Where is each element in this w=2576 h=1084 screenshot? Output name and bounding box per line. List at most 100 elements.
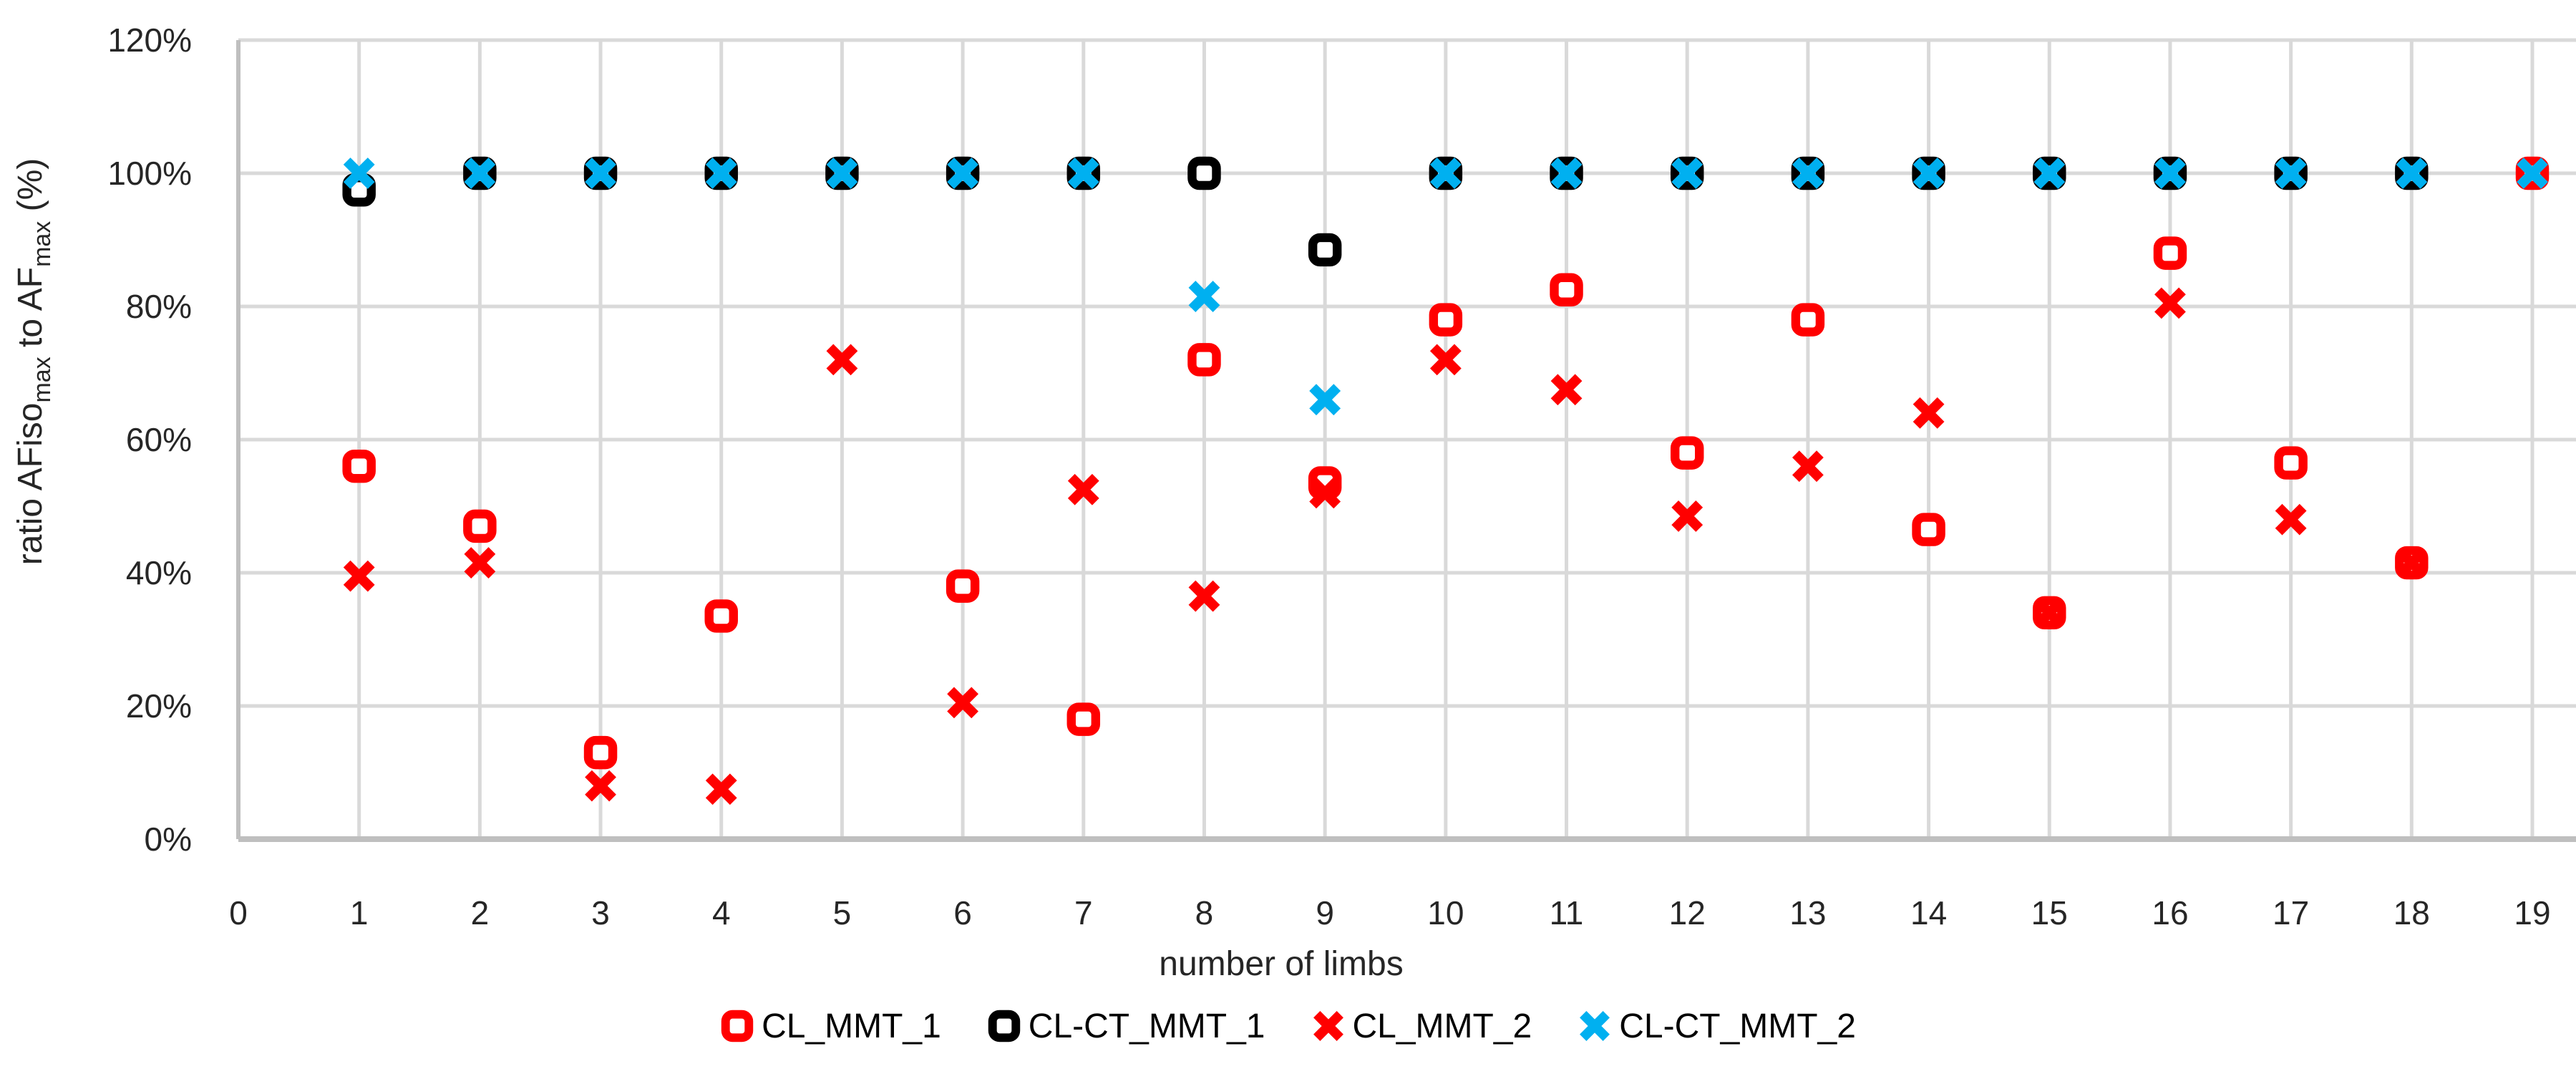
x-axis-tick-label: 2: [471, 894, 490, 931]
x-axis-tick-label: 19: [2514, 894, 2550, 931]
y-axis-tick-label: 0%: [145, 821, 192, 858]
data-point-marker: [2274, 446, 2308, 480]
legend-square-icon: [721, 1010, 754, 1042]
data-point-marker: [343, 158, 375, 189]
data-point-marker: [1429, 303, 1463, 337]
x-axis-tick-label: 11: [1550, 894, 1584, 931]
legend-label: CL-CT_MMT_2: [1619, 1007, 1856, 1045]
legend-x-icon: [1313, 1011, 1343, 1041]
chart-legend: CL_MMT_1 CL-CT_MMT_1 CL_MMT_2 CL-CT_MMT_2: [0, 994, 2576, 1058]
data-point-marker: [1309, 477, 1341, 509]
y-axis-tick-label: 80%: [126, 288, 192, 325]
data-point-marker: [1187, 343, 1221, 377]
legend-item-CL_MMT_2: CL_MMT_2: [1311, 1007, 1532, 1046]
data-point-marker: [1550, 158, 1583, 189]
data-point-marker: [1308, 233, 1342, 267]
data-point-marker: [1792, 450, 1824, 483]
data-point-marker: [826, 158, 858, 189]
x-axis-tick-label: 1: [350, 894, 369, 931]
data-point-marker: [2517, 158, 2548, 189]
data-point-marker: [1791, 303, 1825, 337]
data-point-marker: [1429, 158, 1462, 189]
data-point-marker: [583, 735, 618, 770]
x-axis-tick-label: 7: [1074, 894, 1093, 931]
x-axis-tick-label: 14: [1910, 894, 1947, 931]
data-point-marker: [2033, 158, 2066, 189]
y-axis-tick-label: 100%: [107, 155, 192, 192]
x-axis-tick-label: 13: [1789, 894, 1826, 931]
x-axis-tick-label: 18: [2393, 894, 2430, 931]
legend-item-CL-CT_MMT_2: CL-CT_MMT_2: [1578, 1007, 1856, 1046]
data-point-marker: [1066, 702, 1101, 736]
x-axis-tick-label: 12: [1669, 894, 1706, 931]
data-point-marker: [464, 158, 496, 189]
data-point-marker: [1313, 1011, 1343, 1041]
data-point-marker: [1792, 158, 1824, 189]
data-point-marker: [1550, 273, 1583, 306]
x-axis-tick-label: 0: [229, 894, 248, 931]
data-point-marker: [1188, 580, 1220, 612]
data-point-marker: [585, 770, 616, 802]
data-point-marker: [585, 158, 616, 189]
data-point-marker: [1671, 500, 1703, 532]
data-point-marker: [463, 509, 497, 543]
data-point-marker: [2154, 287, 2186, 319]
x-axis-tick-label: 6: [953, 894, 972, 931]
data-point-marker: [1912, 397, 1945, 429]
data-point-marker: [721, 1010, 754, 1042]
x-axis-tick-label: 17: [2273, 894, 2309, 931]
legend-label: CL_MMT_2: [1352, 1007, 1532, 1045]
y-axis-tick-label: 20%: [126, 687, 192, 725]
y-axis-tick-label: 60%: [126, 421, 192, 458]
legend-square-icon: [988, 1010, 1021, 1042]
data-point-marker: [705, 773, 737, 805]
x-axis-tick-label: 5: [833, 894, 852, 931]
data-point-marker: [1309, 384, 1341, 416]
legend-label: CL_MMT_1: [762, 1007, 941, 1045]
data-point-marker: [2033, 596, 2066, 629]
data-point-marker: [826, 344, 858, 376]
legend-item-CL_MMT_1: CL_MMT_1: [720, 1007, 941, 1046]
data-point-marker: [705, 158, 737, 189]
data-point-marker: [343, 560, 375, 592]
data-point-marker: [2396, 158, 2428, 189]
data-point-marker: [342, 449, 376, 483]
x-axis-tick-label: 9: [1316, 894, 1334, 931]
data-point-marker: [946, 569, 980, 603]
legend-item-CL-CT_MMT_1: CL-CT_MMT_1: [987, 1007, 1265, 1046]
y-axis-title: ratio AFisomax to AFmax (%): [11, 158, 56, 566]
data-point-marker: [1550, 374, 1583, 406]
x-axis-title: number of limbs: [1159, 945, 1403, 983]
legend-label: CL-CT_MMT_1: [1028, 1007, 1265, 1045]
y-axis-tick-label: 40%: [126, 554, 192, 591]
data-point-marker: [1187, 156, 1221, 190]
x-axis-tick-label: 8: [1195, 894, 1214, 931]
data-point-marker: [1912, 158, 1945, 189]
data-point-marker: [704, 599, 738, 633]
y-axis-tick-label: 120%: [107, 21, 192, 59]
legend-x-icon: [1580, 1011, 1610, 1041]
x-axis-tick-label: 10: [1427, 894, 1464, 931]
data-point-marker: [947, 687, 979, 719]
data-point-marker: [1912, 513, 1945, 546]
data-point-marker: [2153, 236, 2187, 270]
data-point-marker: [2154, 158, 2186, 189]
data-point-marker: [1067, 473, 1099, 505]
x-axis-tick-label: 16: [2152, 894, 2188, 931]
data-point-marker: [1188, 281, 1220, 312]
data-point-marker: [464, 547, 496, 579]
data-point-marker: [1670, 436, 1704, 470]
x-axis-tick-label: 3: [591, 894, 610, 931]
data-point-marker: [988, 1010, 1021, 1042]
x-axis-tick-label: 15: [2031, 894, 2068, 931]
data-point-marker: [1067, 158, 1099, 189]
data-point-marker: [1671, 158, 1703, 189]
data-point-marker: [1580, 1011, 1610, 1041]
data-point-marker: [947, 158, 979, 189]
data-point-marker: [2275, 158, 2307, 189]
data-point-marker: [2275, 503, 2307, 536]
data-point-marker: [2396, 547, 2428, 579]
x-axis-tick-label: 4: [712, 894, 731, 931]
